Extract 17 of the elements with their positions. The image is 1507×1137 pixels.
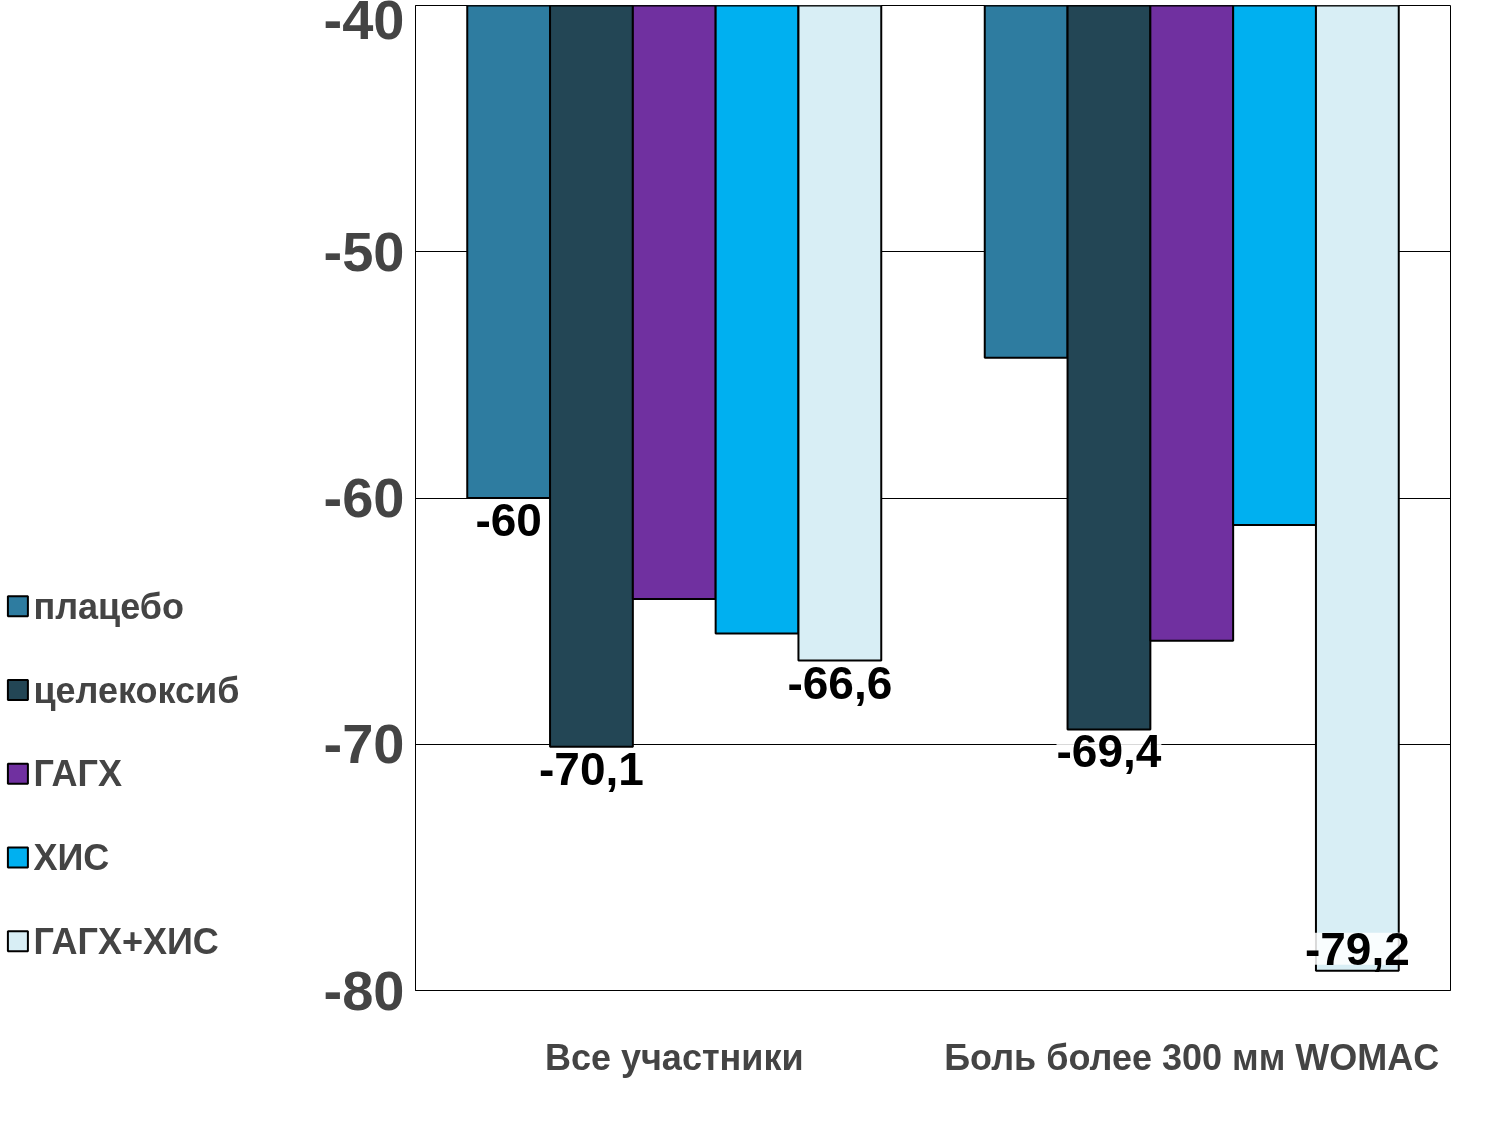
y-tick-label: -60 <box>323 466 405 529</box>
y-tick-label: -80 <box>323 958 405 1022</box>
data-label: -69,4 <box>1056 725 1162 778</box>
x-tick-label: Боль более 300 мм WOMAC <box>944 1036 1440 1078</box>
legend-label: ХИС <box>33 837 110 879</box>
legend-label: целекоксиб <box>33 669 240 711</box>
y-tick-label: -50 <box>323 219 405 283</box>
data-label: -66,6 <box>787 656 893 709</box>
data-label: -60 <box>475 494 542 546</box>
y-tick-label: -70 <box>323 712 405 776</box>
y-tick-label: -40 <box>323 0 405 51</box>
x-tick-label: Все участники <box>544 1036 804 1078</box>
legend-label: ГАГХ+ХИС <box>33 920 219 962</box>
data-label: -70,1 <box>539 742 644 795</box>
legend-label: ГАГХ <box>33 753 122 795</box>
data-label: -79,2 <box>1304 922 1410 975</box>
legend-label: плацебо <box>33 585 184 627</box>
